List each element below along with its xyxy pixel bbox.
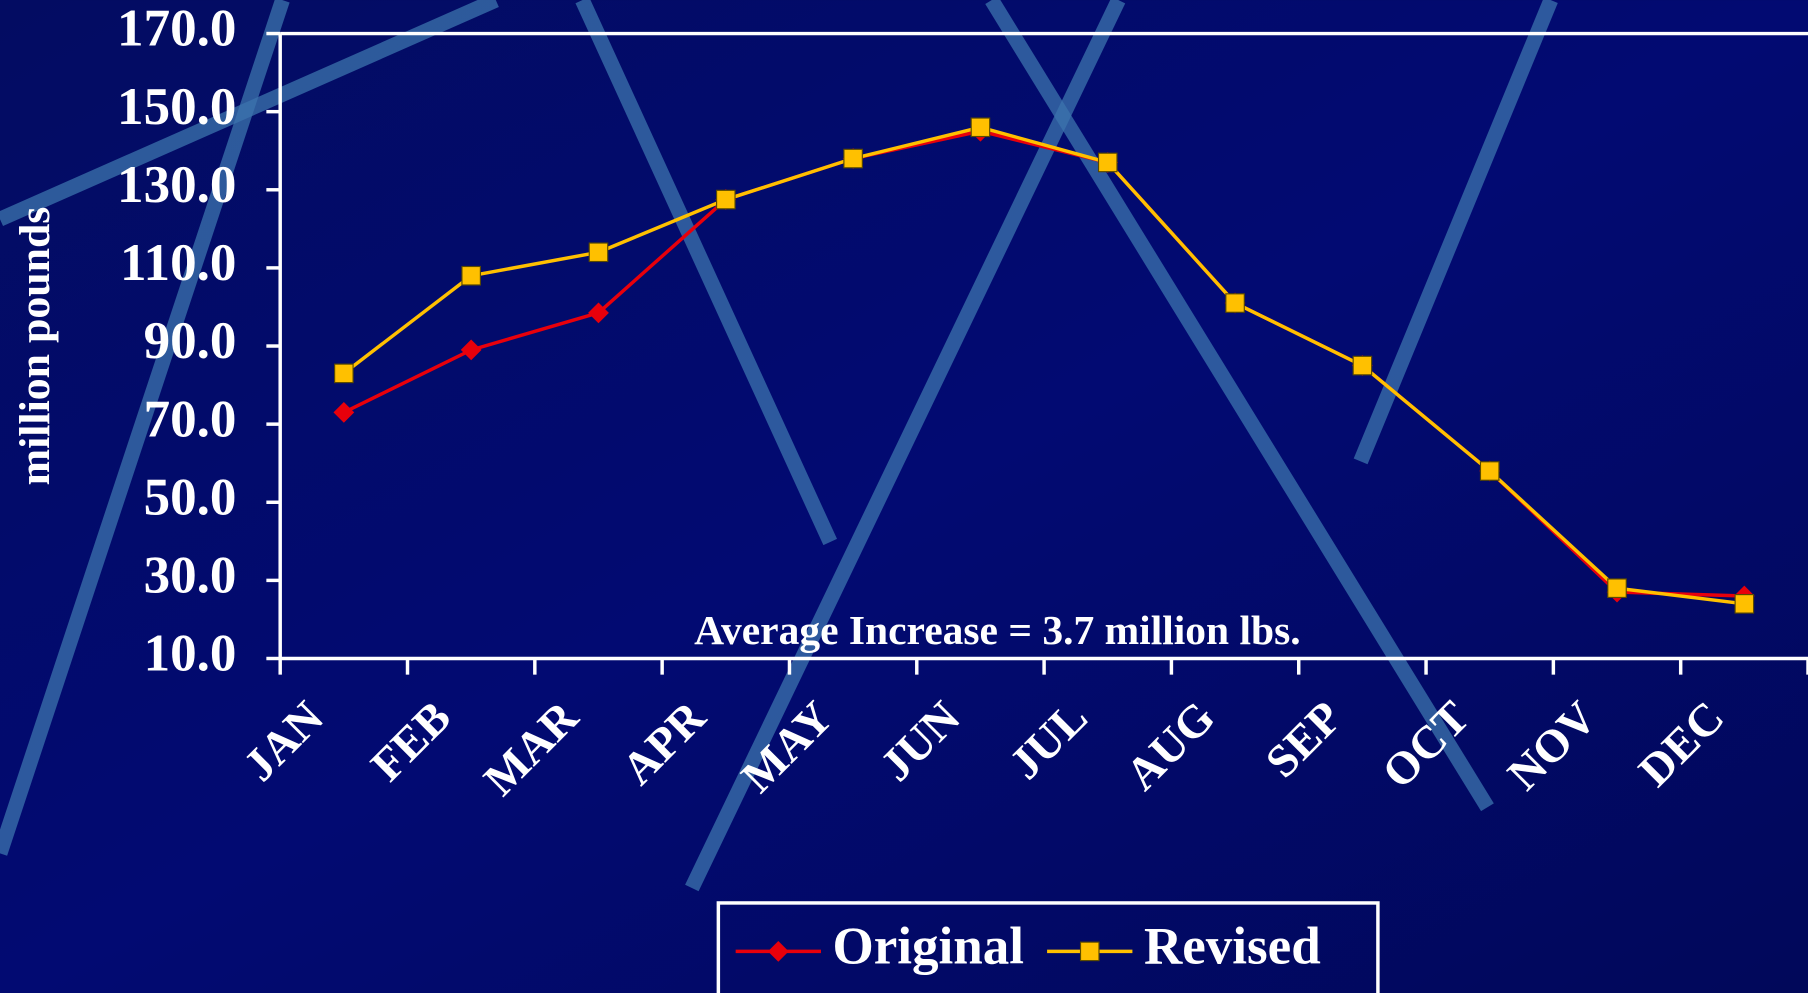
legend-box	[716, 901, 1380, 993]
data-point	[333, 402, 355, 423]
data-point	[1352, 355, 1373, 376]
y-tick-label: 170.0	[117, 0, 236, 58]
data-point	[1607, 578, 1627, 598]
y-tick-label: 130.0	[117, 156, 236, 214]
y-tick-label: 30.0	[144, 547, 237, 605]
data-point	[460, 339, 482, 361]
y-axis-label: million pounds	[11, 207, 59, 486]
legend-label: Original	[833, 918, 1025, 976]
y-tick-label: 70.0	[144, 390, 237, 448]
data-point	[461, 265, 481, 286]
data-point	[334, 363, 354, 384]
y-tick-label: 110.0	[120, 234, 236, 292]
data-point	[716, 189, 736, 210]
legend-marker	[1079, 941, 1100, 962]
y-tick-label: 50.0	[144, 468, 237, 526]
data-point	[1097, 152, 1118, 173]
data-point	[843, 148, 863, 169]
data-point	[1734, 594, 1755, 614]
legend-marker	[767, 941, 789, 962]
data-point	[1479, 461, 1500, 481]
data-point	[588, 302, 609, 324]
y-tick-label: 150.0	[117, 78, 236, 136]
y-tick-label: 90.0	[144, 312, 237, 370]
data-point	[588, 242, 609, 263]
y-tick-label: 10.0	[144, 625, 237, 683]
background-streaks	[0, 0, 1558, 892]
series-line	[342, 125, 1745, 606]
annotation: Average Increase = 3.7 million lbs.	[694, 607, 1301, 653]
data-point	[970, 117, 991, 138]
data-point	[1225, 293, 1245, 313]
legend-label: Revised	[1144, 918, 1321, 976]
